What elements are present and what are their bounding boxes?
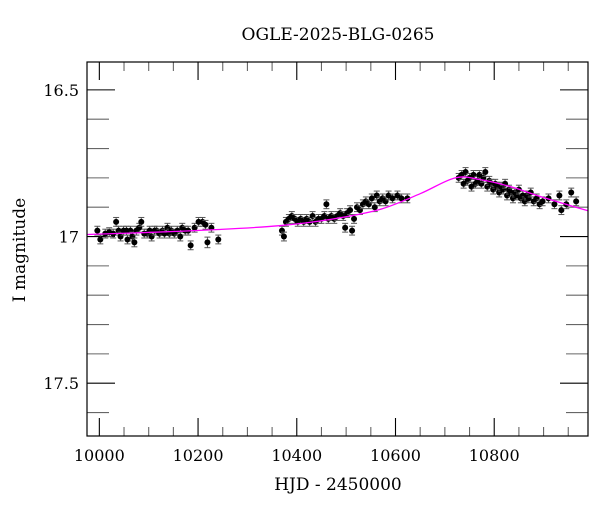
data-point [280,233,287,240]
data-point [323,201,330,208]
x-tick-label: 10600 [370,446,421,465]
data-point [539,198,546,205]
data-point [309,213,316,219]
data-point [138,218,145,225]
data-point [551,201,558,208]
axis-tick-labels: 10000 10200 10400 10600 10800 16.5 17 17.5 [43,81,519,465]
data-point [124,236,131,243]
data-point [94,227,101,234]
y-axis-label: I magnitude [10,198,30,302]
data-point [204,239,211,246]
data-point [191,224,198,231]
data-point [356,207,363,214]
data-point [573,198,580,205]
data-point [351,215,358,222]
axis-ticks [87,62,588,436]
data-point [131,239,138,246]
data-point [558,207,565,214]
data-point [482,169,489,175]
y-tick-label: 16.5 [43,81,79,100]
x-tick-label: 10800 [469,446,520,465]
data-point [177,233,184,240]
data-point [371,204,378,211]
data-point [349,227,356,234]
x-tick-label: 10400 [271,446,322,465]
data-point [202,221,209,228]
data-point [556,192,563,199]
data-point [97,236,104,243]
data-point [382,198,389,205]
chart-title: OGLE-2025-BLG-0265 [242,25,435,45]
data-point [342,224,349,231]
y-tick-label: 17 [59,228,79,247]
data-point [389,195,396,202]
data-point [113,218,120,225]
model-curve [87,176,588,236]
data-point [365,201,372,208]
data-point [187,242,194,249]
data-point [462,169,469,175]
data-point [347,207,354,214]
data-point [470,171,477,178]
data-point [117,233,124,240]
x-axis-label: HJD - 2450000 [274,475,402,495]
y-tick-label: 17.5 [43,374,79,393]
data-point [568,189,575,196]
data-point [373,192,380,199]
x-tick-label: 10200 [173,446,224,465]
data-points [94,167,580,251]
x-tick-label: 10000 [74,446,125,465]
data-point [398,195,405,202]
data-point [215,236,222,243]
data-point [148,233,155,240]
plot-frame [86,61,589,437]
data-point [368,195,375,202]
